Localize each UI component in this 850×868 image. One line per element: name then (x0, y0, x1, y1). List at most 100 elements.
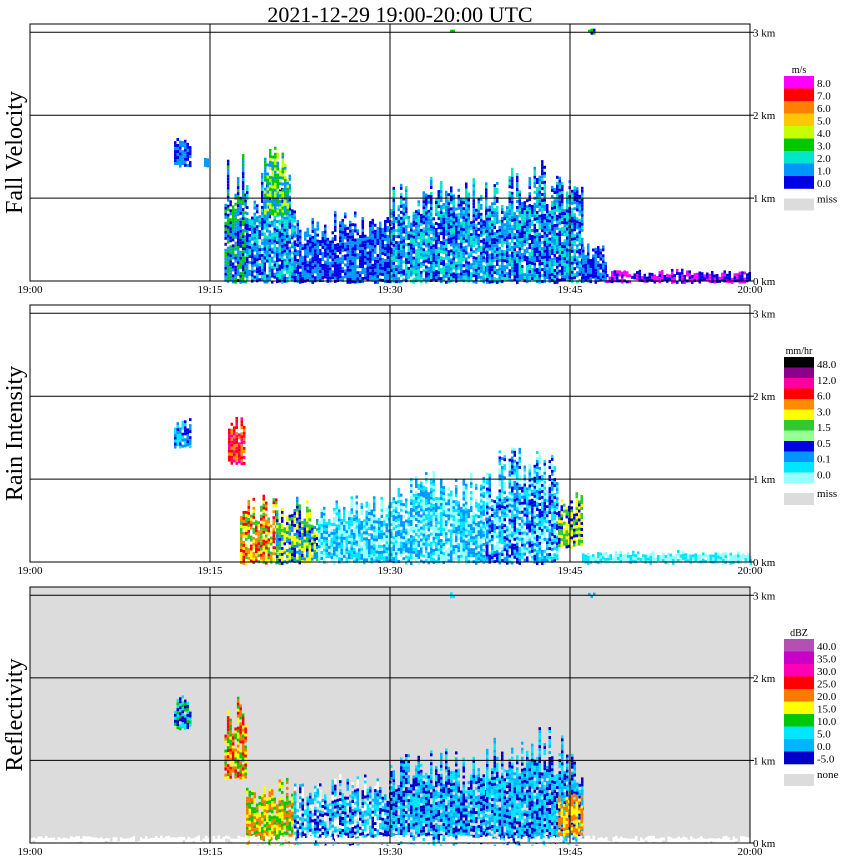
echo-cell (291, 245, 294, 249)
echo-cell (363, 537, 366, 541)
echo-cell (355, 528, 358, 532)
echo-cell (543, 258, 546, 262)
echo-cell (558, 209, 561, 213)
echo-cell (325, 531, 328, 535)
echo-cell (518, 250, 521, 254)
echo-cell (671, 271, 674, 275)
echo-cell (231, 217, 235, 221)
echo-cell (648, 275, 651, 279)
echo-cell (604, 270, 607, 274)
echo-cell (576, 190, 579, 194)
echo-cell (435, 240, 438, 243)
echo-cell (432, 256, 435, 260)
echo-cell (561, 278, 564, 281)
echo-cell (543, 267, 546, 271)
echo-cell (346, 247, 349, 251)
echo-cell (566, 215, 569, 219)
echo-cell (271, 223, 274, 227)
echo-cell (386, 226, 389, 229)
echo-cell (582, 264, 585, 268)
echo-cell (452, 254, 455, 258)
echo-cell (538, 223, 541, 227)
echo-cell (306, 242, 309, 246)
echo-cell (425, 205, 428, 209)
echo-cell (616, 276, 619, 280)
echo-cell (440, 217, 443, 221)
echo-cell (239, 241, 242, 245)
echo-cell (553, 257, 556, 260)
echo-cell (460, 200, 463, 204)
echo-cell (533, 253, 536, 257)
echo-cell (323, 557, 326, 561)
echo-cell (245, 543, 248, 547)
echo-cell (286, 537, 289, 541)
echo-cell (561, 254, 564, 257)
echo-cell (311, 536, 314, 540)
echo-cell (516, 251, 519, 254)
echo-cell (189, 149, 192, 153)
echo-cell (284, 163, 287, 167)
echo-cell (321, 237, 324, 240)
echo-cell (746, 276, 749, 280)
echo-cell (400, 261, 403, 265)
echo-cell (437, 232, 440, 236)
echo-cell (427, 236, 430, 240)
echo-cell (179, 149, 182, 153)
echo-cell (472, 220, 475, 224)
echo-cell (582, 249, 585, 253)
echo-cell (266, 202, 269, 206)
echo-cell (253, 260, 256, 264)
echo-cell (278, 231, 281, 235)
echo-cell (491, 223, 494, 227)
echo-cell (272, 552, 275, 556)
echo-cell (506, 254, 509, 258)
echo-cell (440, 268, 443, 272)
echo-cell (262, 542, 265, 546)
echo-cell (353, 542, 356, 545)
echo-cell (229, 260, 232, 264)
echo-cell (364, 249, 367, 253)
echo-cell (281, 510, 284, 514)
echo-cell (351, 223, 354, 227)
echo-cell (508, 230, 511, 234)
echo-cell (281, 507, 284, 511)
echo-cell (381, 266, 384, 270)
echo-cell (521, 274, 524, 277)
echo-cell (442, 236, 445, 239)
echo-cell (462, 246, 465, 250)
echo-cell (174, 159, 177, 163)
echo-cell (475, 217, 478, 221)
echo-cell (402, 239, 405, 243)
echo-cell (691, 275, 694, 278)
echo-cell (358, 533, 361, 537)
echo-cell (272, 537, 275, 541)
echo-cell (374, 238, 377, 242)
echo-cell (356, 256, 359, 260)
echo-cell (252, 536, 255, 540)
echo-cell (189, 146, 192, 150)
echo-cell (296, 226, 299, 229)
echo-cell (286, 198, 289, 202)
echo-cell (251, 261, 254, 265)
echo-cell (561, 242, 564, 245)
echo-cell (370, 536, 373, 540)
echo-cell (480, 248, 483, 252)
echo-cell (420, 273, 423, 277)
echo-cell (450, 273, 453, 277)
echo-cell (351, 256, 354, 260)
echo-cell (472, 190, 475, 194)
echo-cell (354, 280, 357, 284)
echo-cell (350, 541, 353, 545)
echo-cell (253, 206, 256, 210)
echo-cell (236, 213, 240, 217)
echo-cell (457, 242, 460, 246)
echo-cell (373, 517, 376, 521)
echo-cell (678, 272, 681, 276)
echo-cell (503, 238, 506, 242)
echo-cell (276, 182, 279, 186)
echo-cell (369, 242, 372, 246)
echo-cell (241, 232, 245, 236)
echo-cell (281, 229, 284, 233)
echo-cell (543, 261, 546, 265)
echo-cell (475, 265, 478, 269)
